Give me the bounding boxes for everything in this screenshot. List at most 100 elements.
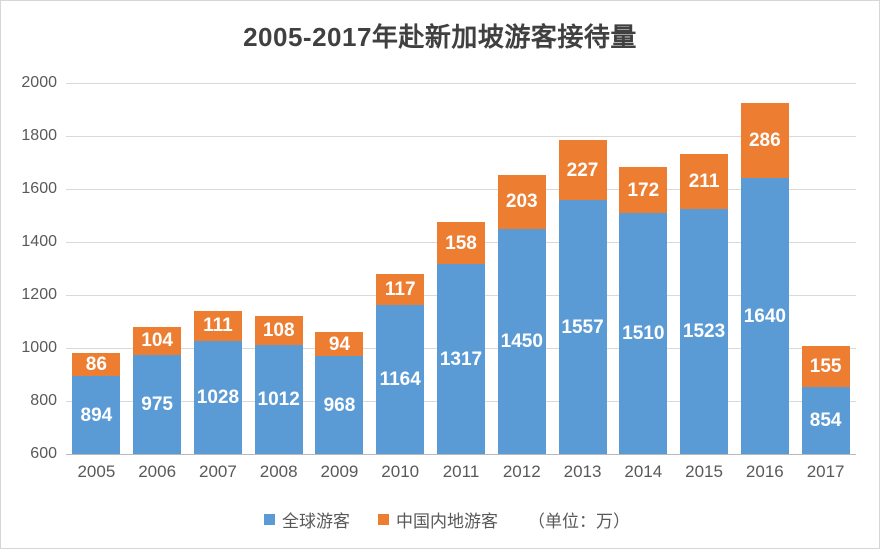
bar-segment-global-2009: 968 [315, 356, 364, 454]
legend-item-china: 中国内地游客 [378, 507, 498, 532]
bar-value-label: 111 [203, 315, 233, 337]
bar-2006: 975 104 [133, 327, 182, 454]
bar-value-label: 1523 [682, 321, 726, 343]
bar-segment-global-2011: 1317 [437, 264, 485, 454]
bar-value-label: 86 [85, 354, 107, 376]
bar-value-label: 158 [445, 232, 477, 254]
bar-segment-china-2010: 117 [376, 273, 425, 305]
legend-label-china: 中国内地游客 [396, 512, 498, 531]
bar-value-label: 1450 [500, 330, 543, 352]
y-axis-tick-2000: 2000 [21, 74, 57, 91]
bar-value-label: 117 [384, 278, 416, 300]
bar-2013: 1557 227 [558, 140, 607, 454]
legend-swatch-global-icon [264, 514, 275, 525]
gridline-600 [66, 454, 856, 455]
bar-value-label: 172 [627, 179, 660, 201]
x-axis-label-2008: 2008 [259, 462, 298, 481]
bar-value-label: 854 [809, 409, 842, 431]
y-axis-tick-800: 800 [30, 392, 57, 409]
bar-segment-china-2005: 86 [72, 353, 121, 377]
bar-2009: 968 94 [315, 331, 364, 454]
bar-value-label: 1510 [622, 322, 665, 344]
bar-2005: 894 86 [72, 353, 121, 454]
unit-label: （单位：万） [528, 512, 630, 531]
bar-value-label: 1164 [379, 368, 421, 390]
plot-area: 894 86 975 104 1028 111 1012 108 968 94 1164 117 131… [66, 83, 856, 455]
bar-value-label: 227 [566, 159, 599, 181]
bar-segment-china-2016: 286 [740, 102, 789, 179]
bar-value-label: 1317 [439, 348, 483, 370]
x-axis-label-2013: 2013 [563, 462, 602, 481]
bar-value-label: 108 [262, 320, 295, 342]
bar-segment-global-2016: 1640 [740, 178, 789, 454]
bar-value-label: 286 [748, 130, 781, 152]
bar-segment-global-2017: 854 [801, 386, 850, 454]
bar-2008: 1012 108 [254, 316, 303, 454]
gridline-1600 [66, 189, 856, 190]
bar-value-label: 1640 [743, 305, 786, 327]
legend: 全球游客 中国内地游客 （单位：万） [1, 507, 879, 532]
bar-segment-global-2013: 1557 [558, 200, 607, 454]
bar-2007: 1028 111 [193, 311, 242, 454]
legend-item-global: 全球游客 [264, 507, 350, 532]
chart-title: 2005-2017年赴新加坡游客接待量 [243, 22, 637, 52]
bar-segment-global-2007: 1028 [193, 340, 242, 454]
bar-segment-global-2012: 1450 [497, 228, 546, 454]
bar-value-label: 155 [809, 355, 842, 377]
bar-segment-global-2006: 975 [133, 354, 182, 454]
y-axis-tick-1200: 1200 [21, 286, 57, 303]
bar-segment-china-2012: 203 [497, 174, 546, 229]
y-axis-tick-1600: 1600 [21, 180, 57, 197]
bar-segment-china-2013: 227 [558, 140, 607, 201]
bar-segment-china-2008: 108 [254, 316, 303, 345]
bar-value-label: 1557 [561, 316, 604, 338]
bar-segment-china-2014: 172 [619, 167, 668, 213]
x-axis-label-2016: 2016 [745, 462, 784, 481]
bar-value-label: 968 [323, 394, 356, 416]
bar-segment-global-2015: 1523 [680, 209, 729, 454]
bar-2016: 1640 286 [740, 102, 789, 454]
y-axis-tick-1400: 1400 [21, 233, 57, 250]
bar-value-label: 94 [328, 333, 351, 355]
bar-value-label: 1028 [196, 386, 240, 408]
x-axis-label-2005: 2005 [77, 462, 116, 481]
x-axis-label-2006: 2006 [138, 462, 177, 481]
bar-value-label: 104 [141, 330, 173, 352]
gridline-2000 [66, 83, 856, 84]
bar-segment-china-2015: 211 [680, 153, 729, 210]
bar-2012: 1450 203 [497, 174, 546, 454]
bar-value-label: 894 [80, 404, 113, 426]
bar-value-label: 211 [688, 170, 720, 192]
x-axis-label-2012: 2012 [502, 462, 541, 481]
bar-segment-global-2010: 1164 [376, 304, 425, 454]
bar-2010: 1164 117 [376, 273, 425, 454]
x-axis-label-2007: 2007 [199, 462, 237, 481]
x-axis-label-2010: 2010 [381, 462, 420, 481]
bar-segment-china-2017: 155 [801, 345, 850, 387]
bar-segment-global-2005: 894 [72, 376, 121, 454]
x-axis-label-2009: 2009 [320, 462, 359, 481]
x-axis-label-2015: 2015 [685, 462, 723, 481]
y-axis-tick-1000: 1000 [21, 339, 57, 356]
bar-segment-china-2009: 94 [315, 331, 364, 357]
gridline-1800 [66, 136, 856, 137]
legend-swatch-china-icon [378, 514, 389, 525]
bar-2014: 1510 172 [619, 167, 668, 454]
bar-2015: 1523 211 [680, 153, 729, 454]
x-axis-label-2011: 2011 [442, 462, 480, 481]
bar-segment-china-2006: 104 [133, 327, 182, 355]
y-axis-tick-1800: 1800 [21, 127, 57, 144]
bar-segment-global-2008: 1012 [254, 344, 303, 454]
bar-segment-global-2014: 1510 [619, 212, 668, 454]
bar-segment-china-2007: 111 [193, 311, 242, 341]
bar-2017: 854 155 [801, 345, 850, 454]
x-axis-label-2014: 2014 [624, 462, 663, 481]
bar-segment-china-2011: 158 [437, 222, 485, 264]
x-axis-label-2017: 2017 [806, 462, 845, 481]
bar-value-label: 203 [505, 191, 538, 213]
bar-value-label: 1012 [257, 388, 300, 410]
bar-2011: 1317 158 [437, 222, 485, 454]
y-axis-tick-600: 600 [30, 445, 57, 462]
legend-label-global: 全球游客 [282, 512, 350, 531]
